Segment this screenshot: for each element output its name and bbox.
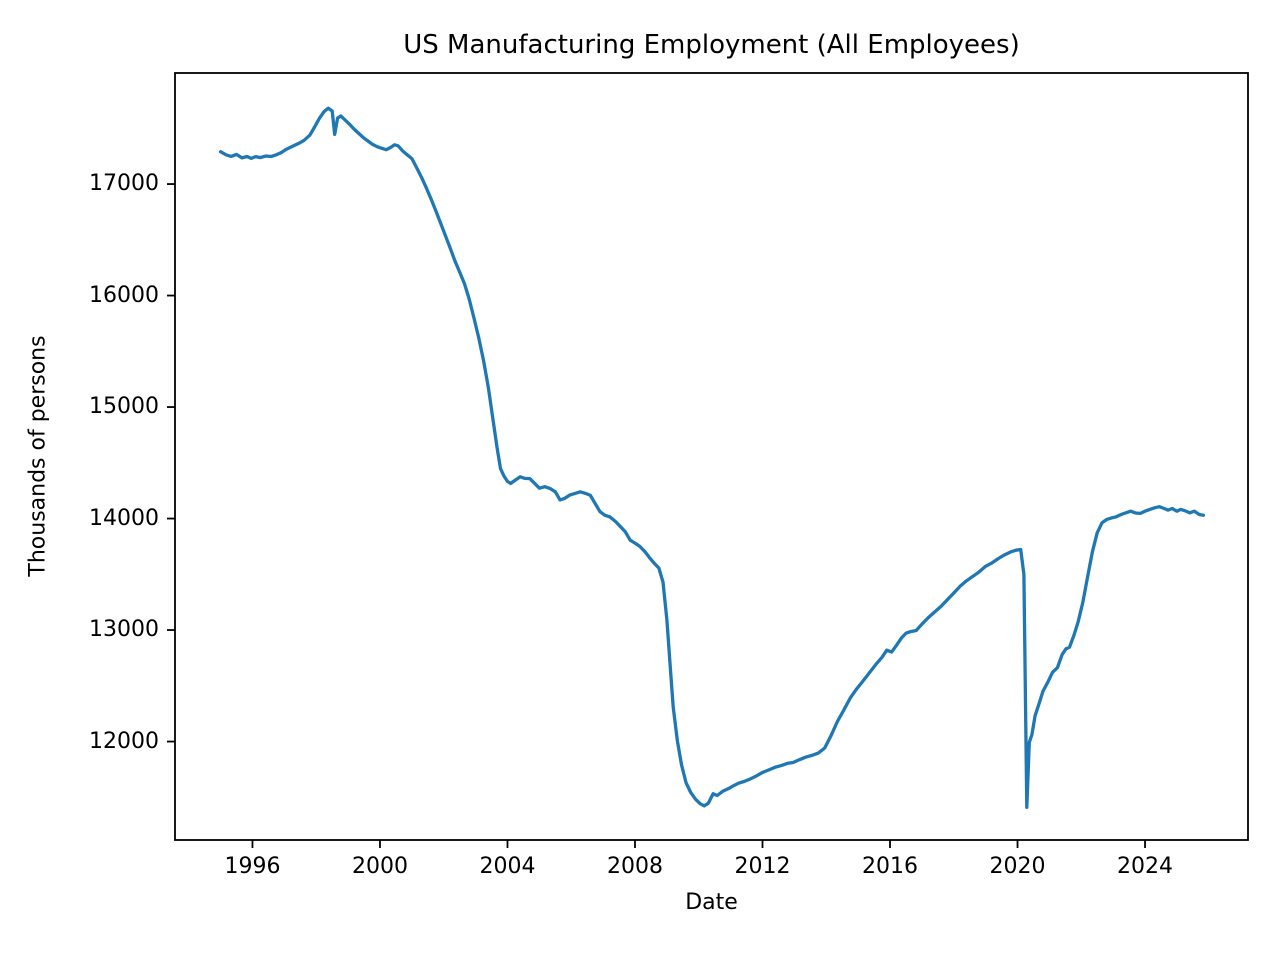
y-tick-label: 14000 bbox=[89, 505, 159, 531]
x-tick-label: 2008 bbox=[606, 854, 663, 879]
x-tick-label: 2024 bbox=[1117, 854, 1174, 879]
x-tick-label: 2000 bbox=[351, 854, 408, 879]
x-axis-label: Date bbox=[685, 890, 738, 915]
chart-title: US Manufacturing Employment (All Employe… bbox=[403, 30, 1020, 60]
x-tick-label: 2004 bbox=[479, 854, 536, 879]
y-tick-label: 15000 bbox=[89, 394, 159, 420]
x-tick-label: 2020 bbox=[989, 854, 1046, 879]
x-tick-label: 2012 bbox=[734, 854, 791, 879]
employment-line bbox=[218, 106, 1206, 809]
x-tick-label: 2016 bbox=[862, 854, 918, 879]
y-tick-label: 16000 bbox=[89, 282, 159, 308]
axes-spines bbox=[174, 72, 1249, 841]
x-tick-label: 1996 bbox=[224, 854, 281, 879]
y-tick-label: 17000 bbox=[89, 171, 159, 197]
y-tick-label: 12000 bbox=[89, 728, 159, 754]
y-tick-label: 13000 bbox=[89, 617, 159, 643]
